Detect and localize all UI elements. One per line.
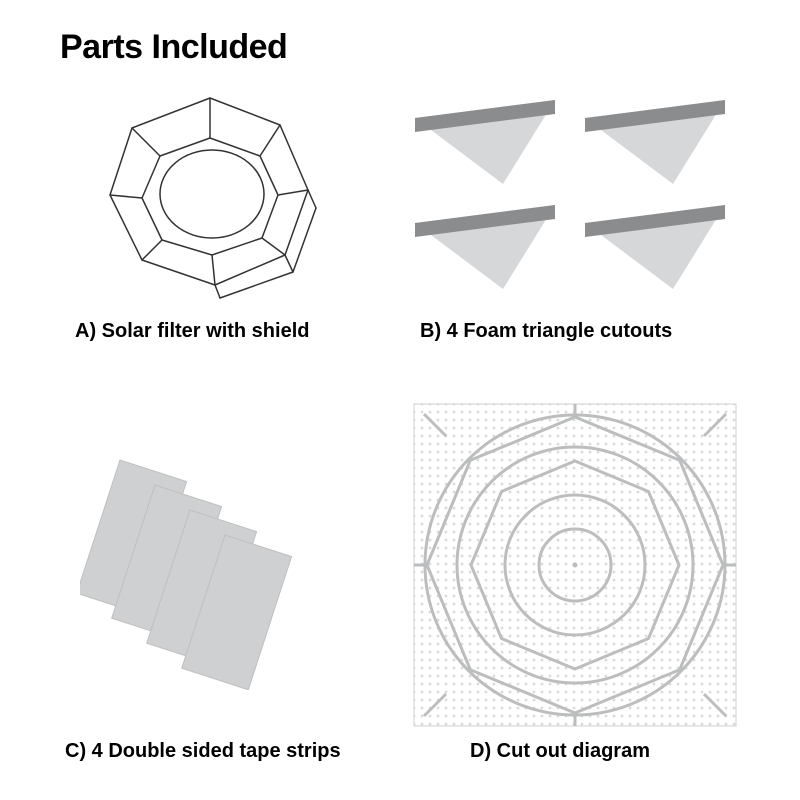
- part-d-figure: [410, 400, 740, 730]
- part-d-label: D) Cut out diagram: [470, 740, 650, 763]
- part-c-label: C) 4 Double sided tape strips: [65, 740, 341, 763]
- part-b-label: B) 4 Foam triangle cutouts: [420, 320, 672, 343]
- part-b-figure: [410, 90, 740, 300]
- part-a-figure: [70, 90, 350, 300]
- page-title: Parts Included: [60, 28, 287, 67]
- part-a-label: A) Solar filter with shield: [75, 320, 309, 343]
- part-c-figure: [80, 430, 340, 690]
